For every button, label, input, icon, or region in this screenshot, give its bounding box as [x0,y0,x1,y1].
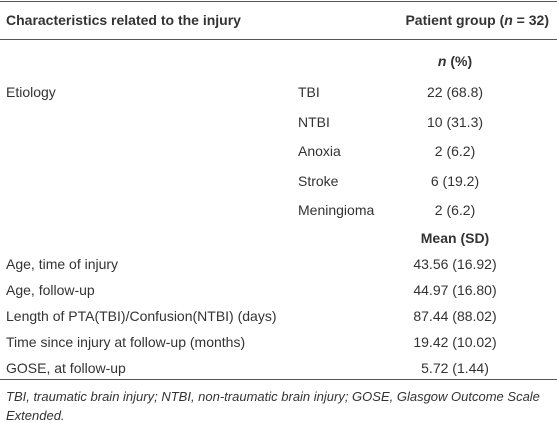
row-label: Time since injury at follow-up (months) [6,333,246,350]
row-label: Etiology [6,84,56,100]
row-label: Age, follow-up [6,281,95,298]
row-value: 44.97 (16.80) [413,281,497,298]
heading-text: Mean (SD) [420,229,490,246]
row-value: 22 (68.8) [426,84,484,100]
section-heading: Mean (SD) [421,229,489,247]
row-value: 2 (6.2) [434,202,476,218]
top-rule [0,1,557,2]
row-value: 19.42 (10.02) [413,333,497,350]
header-text: = 32) [512,12,549,28]
row-sublabel: Stroke [298,172,339,189]
header-cell: Characteristics related to the injury [6,12,241,28]
row-value: 87.44 (88.02) [413,307,497,324]
heading-text: (%) [446,53,473,69]
row-label: Age, time of injury [6,255,119,272]
row-value: 5.72 (1.44) [421,359,489,376]
heading-text: n [437,53,447,69]
header-text: Patient group ( [405,12,505,28]
bottom-rule [0,379,557,380]
row-sublabel: TBI [298,84,320,100]
section-heading: n (%) [438,52,472,70]
row-sublabel: Anoxia [298,143,341,159]
row-value: 6 (19.2) [430,172,480,189]
row-label: GOSE, at follow-up [6,359,126,376]
row-label: Length of PTA(TBI)/Confusion(NTBI) (days… [6,307,277,324]
row-value: 10 (31.3) [426,113,484,130]
row-value: 43.56 (16.92) [413,255,497,272]
row-value: 2 (6.2) [434,143,476,159]
row-sublabel: NTBI [298,113,330,130]
footnote: TBI, traumatic brain injury; NTBI, non-t… [6,389,540,423]
row-sublabel: Meningioma [298,202,375,218]
header-text: n [504,12,513,28]
header-rule [0,39,557,40]
header-cell: Patient group (n = 32) [405,11,549,29]
